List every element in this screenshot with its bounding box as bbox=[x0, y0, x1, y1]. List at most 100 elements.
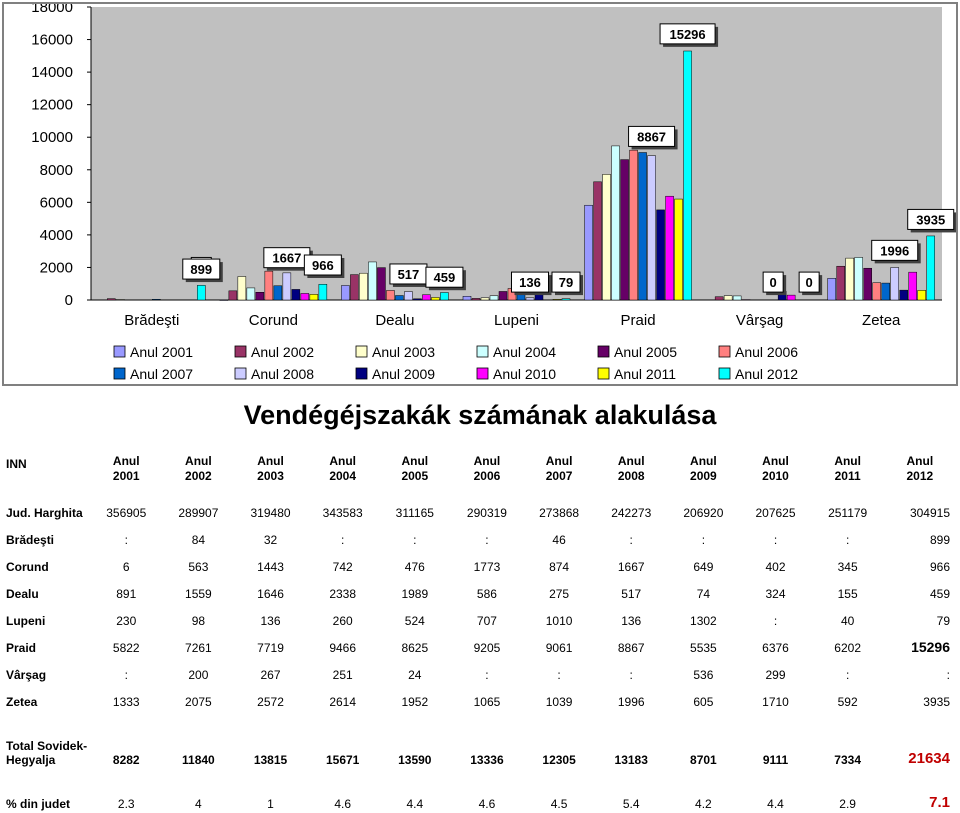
table-cell: 8282 bbox=[112, 753, 140, 767]
bar bbox=[107, 298, 116, 301]
data-label: 3935 bbox=[916, 212, 945, 227]
table-cell: 324 bbox=[765, 587, 786, 601]
table-cell: 98 bbox=[191, 614, 206, 628]
bar bbox=[665, 195, 674, 301]
table-cell: 345 bbox=[837, 560, 858, 574]
table-cell: 7261 bbox=[185, 641, 212, 655]
legend-label: Anul 2004 bbox=[493, 344, 556, 360]
table-row: Dealu 891 1559 1646 2338 1989 586 275 517 74 324 15… bbox=[6, 576, 956, 603]
y-tick-label: 18000 bbox=[31, 4, 73, 16]
bar bbox=[584, 204, 593, 301]
bar bbox=[656, 209, 665, 301]
table-row: Lupeni 230 98 136 260 524 707 1010 136 1302: 40 79 bbox=[6, 603, 956, 630]
table-cell: 5.4 bbox=[622, 797, 640, 811]
legend-label: Anul 2009 bbox=[372, 366, 435, 382]
table-cell: 2.3 bbox=[117, 797, 135, 811]
table-body: Jud. Harghita 356905 289907 319480 343583 311… bbox=[6, 484, 956, 813]
table-cell: 586 bbox=[476, 587, 497, 601]
table-cell: 251 bbox=[332, 668, 353, 682]
column-header: Anul 2004 bbox=[329, 454, 357, 483]
table-cell: 649 bbox=[693, 560, 714, 574]
table-cell: 6 bbox=[122, 560, 130, 574]
table-row: Vârşag: 200 267 251 24::: 536 299:: bbox=[6, 657, 956, 684]
legend-swatch bbox=[718, 367, 731, 380]
table-cell: 46 bbox=[552, 533, 566, 547]
table-cell: 15671 bbox=[325, 753, 360, 767]
table-cell: 8701 bbox=[690, 753, 717, 767]
corner-label: INN bbox=[6, 456, 27, 471]
table-cell: 74 bbox=[696, 587, 711, 601]
legend-label: Anul 2001 bbox=[130, 344, 193, 360]
chart-frame: 0 2000 4000 6000 8000 10000 12000 14000 16000 180… bbox=[2, 2, 958, 386]
column-header: Anul 2002 bbox=[185, 454, 212, 483]
table-cell: 2338 bbox=[329, 587, 357, 601]
column-header: Anul 2001 bbox=[112, 454, 140, 483]
bar bbox=[219, 299, 229, 301]
column-header: Anul 2006 bbox=[473, 454, 501, 483]
bar bbox=[422, 294, 431, 301]
column-header: Anul 2011 bbox=[834, 454, 861, 483]
table-cell: 1989 bbox=[401, 587, 429, 601]
bar bbox=[525, 297, 535, 301]
x-tick-label: Vârşag bbox=[736, 312, 784, 329]
table-cell: 40 bbox=[840, 614, 855, 628]
table-cell: 11840 bbox=[182, 753, 215, 767]
row-label: Zetea bbox=[6, 695, 38, 709]
table-cell: : bbox=[485, 533, 489, 547]
table-row: Brădeşti: 84 32::: 46:::: 899 bbox=[6, 522, 956, 549]
table-cell: : bbox=[946, 668, 950, 682]
table-cell: 24 bbox=[408, 668, 422, 682]
bar bbox=[386, 290, 395, 301]
legend-label: Anul 2002 bbox=[251, 344, 314, 360]
table-row: Total Sovidek-Hegyalja 8282 11840 13815 1567… bbox=[6, 711, 956, 769]
column-header: Anul 2012 bbox=[906, 454, 934, 483]
bar bbox=[377, 267, 386, 301]
data-label-box bbox=[511, 271, 549, 293]
bar bbox=[723, 295, 733, 301]
data-label-box bbox=[628, 125, 676, 147]
data-label-box bbox=[182, 258, 221, 280]
table-cell: 267 bbox=[260, 668, 281, 682]
table-cell: 206920 bbox=[683, 506, 724, 520]
bar bbox=[462, 296, 472, 301]
bar bbox=[674, 198, 683, 301]
table-cell: 2614 bbox=[329, 695, 357, 709]
x-tick-label: Zetea bbox=[862, 312, 901, 329]
table-cell: 1952 bbox=[401, 695, 429, 709]
bar bbox=[152, 299, 161, 301]
row-label: Jud. Harghita bbox=[6, 506, 83, 520]
table-cell: 9205 bbox=[473, 641, 501, 655]
bar bbox=[620, 159, 629, 301]
legend-label: Anul 2003 bbox=[372, 344, 435, 360]
legend-swatch bbox=[113, 345, 126, 358]
bar bbox=[291, 289, 301, 301]
data-label-box bbox=[551, 271, 581, 293]
x-axis-labels: Brădeşti Corund Dealu Lupeni Praid Vârşag Zete… bbox=[124, 312, 901, 329]
table-cell: 1010 bbox=[545, 614, 573, 628]
legend-swatch bbox=[234, 345, 247, 358]
bar bbox=[404, 291, 413, 301]
x-tick-label: Corund bbox=[249, 312, 298, 329]
legend-label: Anul 2010 bbox=[493, 366, 556, 382]
table-title: Vendégéjszakák számának alakulása bbox=[243, 400, 717, 430]
bar bbox=[359, 272, 368, 301]
x-tick-label: Brădeşti bbox=[124, 312, 179, 329]
table-cell: 1773 bbox=[473, 560, 501, 574]
table-cell: 1333 bbox=[112, 695, 140, 709]
bar bbox=[827, 278, 836, 301]
table-cell: 200 bbox=[188, 668, 209, 682]
bar bbox=[629, 149, 638, 301]
table-cell: : bbox=[629, 668, 633, 682]
table-cell: 536 bbox=[693, 668, 714, 682]
table-cell: 4.2 bbox=[695, 797, 712, 811]
bar bbox=[255, 292, 265, 301]
table-cell: 605 bbox=[693, 695, 714, 709]
bar bbox=[237, 276, 247, 301]
bars bbox=[107, 50, 935, 301]
table-cell: 874 bbox=[549, 560, 570, 574]
table-cell: 356905 bbox=[106, 506, 147, 520]
table-cell: 476 bbox=[404, 560, 425, 574]
bar bbox=[395, 295, 404, 301]
table-cell: 1667 bbox=[617, 560, 645, 574]
table-cell: 273868 bbox=[539, 506, 580, 520]
